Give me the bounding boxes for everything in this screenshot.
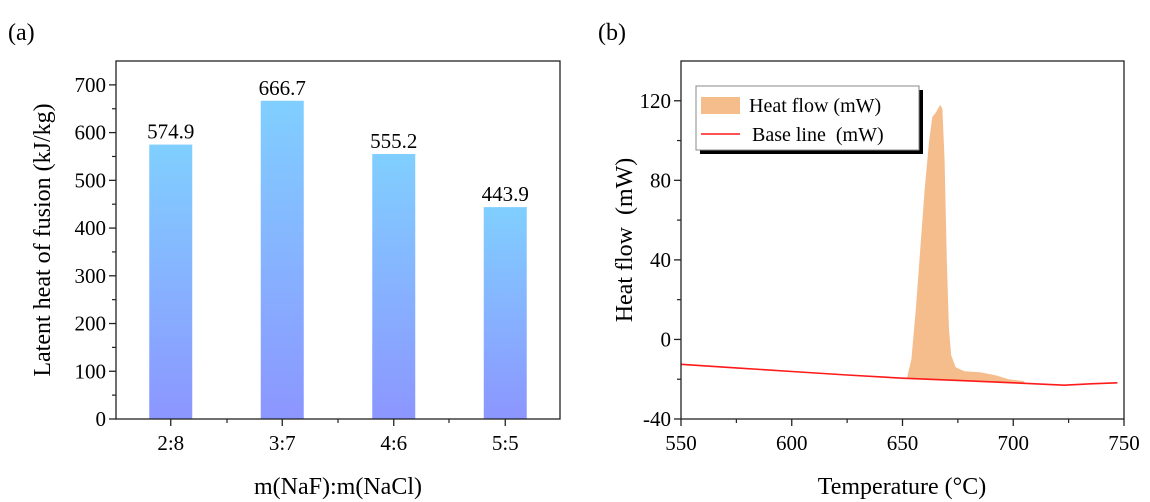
bar-2-8	[149, 144, 193, 420]
chart-b: (b) -40 0 40 80 120 550 600 650 700 750 Temperat…	[598, 20, 1140, 500]
x-tick-label: 550	[665, 431, 697, 455]
x-axis-label-a: m(NaF):m(NaCl)	[254, 474, 422, 500]
x-tick-label: 750	[1108, 431, 1140, 455]
bar-value-label: 574.9	[147, 120, 194, 144]
y-axis-b: -40 0 40 80 120	[640, 89, 681, 431]
y-axis-label-a: Latent heat of fusion (kJ/kg)	[30, 103, 56, 376]
y-tick-label: 300	[75, 264, 107, 288]
x-tick-label: 600	[776, 431, 808, 455]
legend-swatch-heat-flow	[701, 97, 740, 114]
y-tick-label: 0	[96, 407, 107, 431]
bar-4-6	[372, 153, 416, 419]
x-axis-label-b: Temperature (°C)	[818, 474, 987, 500]
series-b	[680, 104, 1118, 387]
base-line	[680, 363, 1118, 387]
y-tick-label: 700	[75, 73, 107, 97]
x-tick-label: 4:6	[380, 431, 407, 455]
x-axis-a: 2:8 3:7 4:6 5:5	[157, 419, 519, 455]
y-tick-label: 200	[75, 312, 107, 336]
bar-5-5	[483, 207, 527, 419]
bar-value-label: 555.2	[370, 129, 417, 153]
heat-flow-area	[906, 104, 1025, 384]
x-tick-label: 650	[887, 431, 919, 455]
x-tick-label: 2:8	[157, 431, 184, 455]
x-axis-b: 550 600 650 700 750	[665, 419, 1140, 455]
bars	[149, 100, 527, 420]
x-tick-label: 700	[998, 431, 1030, 455]
y-tick-label: 500	[75, 168, 107, 192]
legend: Heat flow (mW) Base line (mW)	[695, 85, 923, 154]
legend-label-heat-flow: Heat flow (mW)	[749, 95, 881, 117]
y-tick-label: 40	[650, 248, 671, 272]
y-tick-label: 400	[75, 216, 107, 240]
y-tick-label: 120	[640, 89, 672, 113]
bar-value-label: 666.7	[259, 76, 306, 100]
y-tick-label: 0	[661, 327, 672, 351]
legend-label-base-line: Base line (mW)	[752, 124, 884, 146]
panel-label-b: (b)	[598, 20, 626, 46]
y-tick-label: 100	[75, 359, 107, 383]
x-tick-label: 3:7	[269, 431, 296, 455]
bar-value-label: 443.9	[482, 182, 529, 206]
bar-value-labels: 574.9 666.7 555.2 443.9	[147, 76, 529, 206]
y-axis-a: 0 100 200 300 400 500 600 700	[75, 73, 116, 431]
y-tick-label: 80	[650, 168, 671, 192]
y-axis-label-b: Heat flow (mW)	[612, 158, 638, 323]
panel-label-a: (a)	[8, 20, 35, 46]
chart-a: (a) 574.9 666.7 555.2 443.9 0 100 200 300 400 50…	[8, 20, 561, 500]
y-tick-label: 600	[75, 121, 107, 145]
bar-3-7	[260, 100, 304, 419]
y-tick-label: -40	[643, 407, 671, 431]
legend-box	[695, 85, 920, 151]
x-tick-label: 5:5	[492, 431, 519, 455]
